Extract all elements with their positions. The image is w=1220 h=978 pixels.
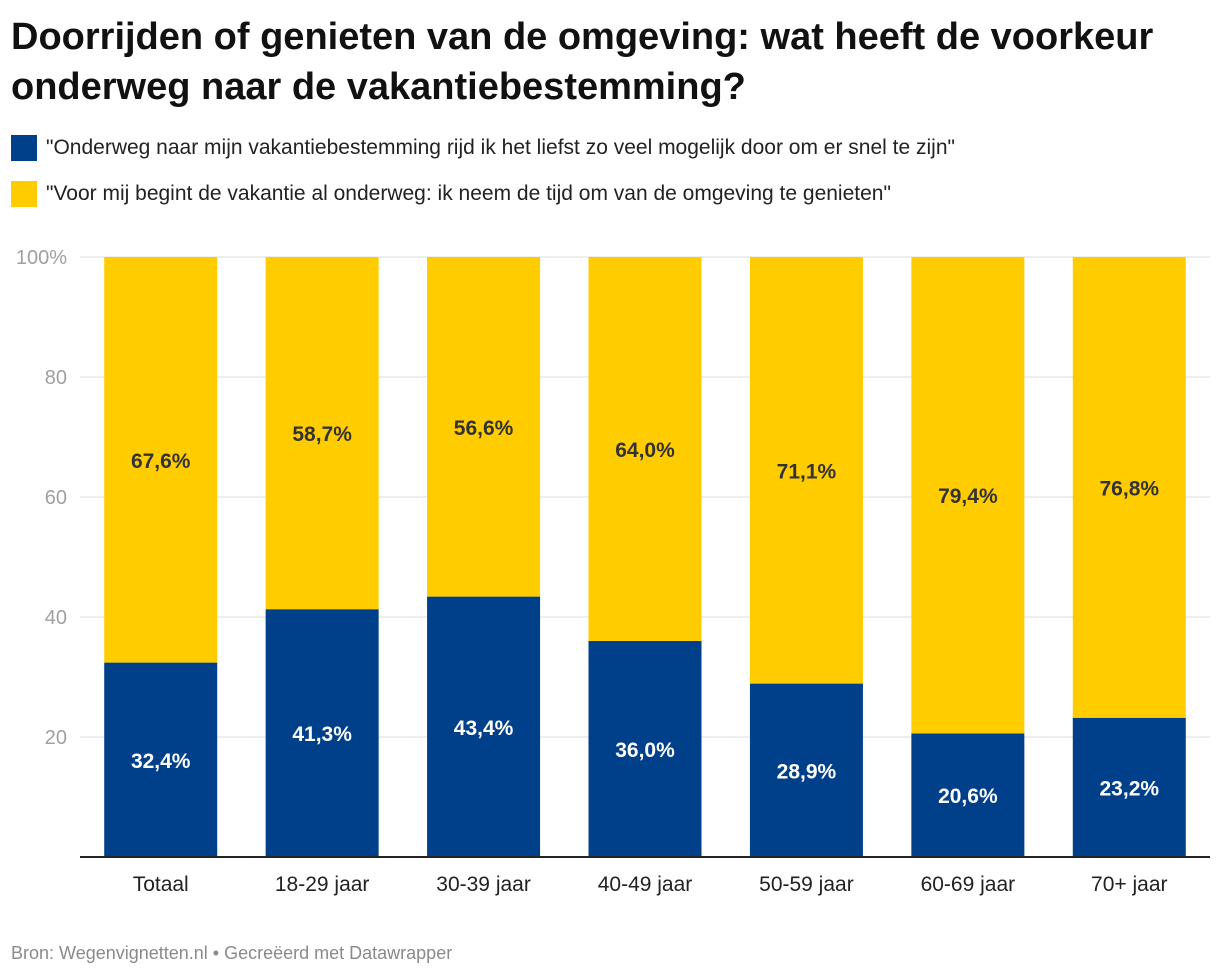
- data-label: 71,1%: [777, 460, 837, 483]
- data-label: 32,4%: [131, 750, 191, 773]
- source-footer: Bron: Wegenvignetten.nl • Gecreëerd met …: [11, 943, 453, 963]
- legend-item-doorrijden: "Onderweg naar mijn vakantiebestemming r…: [11, 128, 955, 168]
- x-tick-label: 70+ jaar: [1091, 873, 1167, 896]
- x-tick-label: 60-69 jaar: [921, 873, 1016, 896]
- data-label: 43,4%: [454, 717, 514, 740]
- data-label: 67,6%: [131, 450, 191, 473]
- bar-segment: [427, 596, 541, 857]
- data-label: 20,6%: [938, 785, 998, 808]
- x-tick-label: 40-49 jaar: [598, 873, 693, 896]
- data-label: 64,0%: [615, 439, 675, 462]
- y-tick-label: 100%: [16, 247, 67, 269]
- bar-segment: [265, 609, 379, 857]
- bar-segment: [265, 257, 379, 610]
- legend: "Onderweg naar mijn vakantiebestemming r…: [11, 128, 955, 220]
- bar-segment: [104, 257, 218, 663]
- data-label: 58,7%: [292, 423, 352, 446]
- legend-label-genieten: "Voor mij begint de vakantie al onderweg…: [46, 182, 891, 205]
- legend-item-genieten: "Voor mij begint de vakantie al onderweg…: [11, 174, 955, 214]
- chart-title: Doorrijden of genieten van de omgeving: …: [11, 16, 1154, 108]
- legend-swatch-genieten: [11, 181, 37, 207]
- y-tick-label: 60: [45, 487, 67, 509]
- bar-segment: [749, 257, 863, 684]
- x-tick-label: 18-29 jaar: [275, 873, 370, 896]
- bar-segment: [1072, 717, 1186, 857]
- bar-segment: [1072, 257, 1186, 718]
- x-tick-label: 30-39 jaar: [436, 873, 531, 896]
- data-label: 41,3%: [292, 723, 352, 746]
- x-tick-label: Totaal: [133, 873, 189, 896]
- bar-segment: [104, 662, 218, 857]
- x-tick-label: 50-59 jaar: [759, 873, 854, 896]
- bar-segment: [749, 683, 863, 857]
- data-label: 76,8%: [1100, 477, 1160, 500]
- bar-segment: [427, 257, 541, 597]
- y-tick-label: 40: [45, 607, 67, 629]
- stacked-bar-chart: 20 40 60 80 100% 32,4% 67,6% Totaal 41,3% 58,7% 18…: [16, 247, 1210, 896]
- data-label: 36,0%: [615, 739, 675, 762]
- legend-label-doorrijden: "Onderweg naar mijn vakantiebestemming r…: [46, 136, 955, 159]
- y-tick-label: 80: [45, 367, 67, 389]
- bar-segment: [911, 733, 1025, 857]
- y-tick-label: 20: [45, 727, 67, 749]
- bar-segment: [588, 257, 702, 641]
- data-label: 79,4%: [938, 485, 998, 508]
- data-label: 23,2%: [1100, 777, 1160, 800]
- bar-segment: [588, 641, 702, 857]
- bar-segment: [911, 257, 1025, 734]
- data-label: 28,9%: [777, 760, 837, 783]
- data-label: 56,6%: [454, 417, 514, 440]
- legend-swatch-doorrijden: [11, 135, 37, 161]
